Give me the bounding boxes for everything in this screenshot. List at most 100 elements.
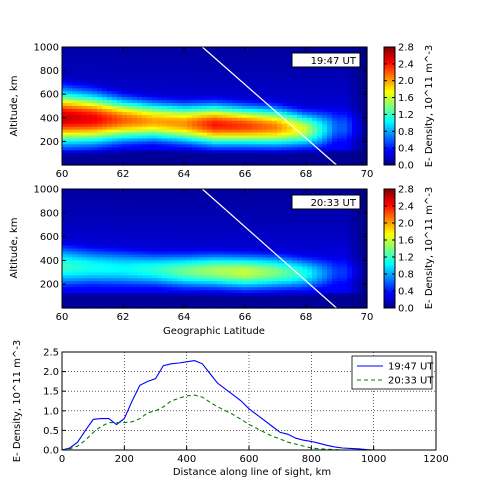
heatmap-cell bbox=[322, 272, 328, 276]
heatmap-cell bbox=[347, 82, 353, 86]
heatmap-cell bbox=[317, 233, 323, 238]
heatmap-cell bbox=[237, 221, 243, 226]
heatmap-cell bbox=[127, 263, 133, 267]
heatmap-cell bbox=[122, 245, 128, 250]
heatmap-cell bbox=[252, 103, 258, 107]
heatmap-cell bbox=[217, 100, 223, 104]
heatmap-cell bbox=[362, 126, 368, 131]
heatmap-cell bbox=[232, 162, 238, 166]
heatmap-cell bbox=[197, 123, 203, 128]
heatmap-cell bbox=[192, 200, 198, 205]
heatmap-cell bbox=[342, 302, 348, 306]
heatmap-cell bbox=[197, 290, 203, 294]
heatmap-cell bbox=[207, 275, 213, 279]
heatmap-cell bbox=[222, 129, 228, 134]
heatmap-cell bbox=[152, 230, 158, 235]
colorbar-step bbox=[384, 92, 395, 95]
heatmap-cell bbox=[292, 156, 298, 160]
heatmap-cell bbox=[227, 260, 233, 264]
heatmap-cell bbox=[277, 117, 283, 122]
heatmap-cell bbox=[327, 221, 333, 226]
heatmap-cell bbox=[162, 248, 168, 253]
heatmap-cell bbox=[62, 111, 68, 116]
heatmap-cell bbox=[82, 162, 88, 166]
heatmap-cell bbox=[202, 85, 208, 89]
heatmap-cell bbox=[122, 55, 128, 60]
heatmap-cell bbox=[302, 221, 308, 226]
heatmap-cell bbox=[87, 296, 93, 300]
heatmap-cell bbox=[202, 52, 208, 57]
heatmap-cell bbox=[167, 203, 173, 208]
heatmap-cell bbox=[62, 200, 68, 205]
heatmap-cell bbox=[77, 47, 83, 51]
heatmap-cell bbox=[272, 79, 278, 83]
heatmap-cell bbox=[117, 159, 123, 163]
heatmap-cell bbox=[232, 61, 238, 66]
heatmap-cell bbox=[62, 224, 68, 229]
heatmap-cell bbox=[87, 70, 93, 75]
heatmap-cell bbox=[317, 100, 323, 104]
heatmap-cell bbox=[332, 221, 338, 226]
heatmap-cell bbox=[237, 141, 243, 145]
heatmap-cell bbox=[112, 153, 118, 157]
heatmap-cell bbox=[137, 156, 143, 160]
heatmap-cell bbox=[222, 197, 228, 202]
heatmap-cell bbox=[92, 209, 98, 214]
heatmap-cell bbox=[237, 218, 243, 223]
heatmap-cell bbox=[172, 296, 178, 300]
heatmap-cell bbox=[152, 111, 158, 116]
heatmap-cell bbox=[312, 162, 318, 166]
heatmap-cell bbox=[212, 275, 218, 279]
heatmap-cell bbox=[222, 221, 228, 226]
heatmap-cell bbox=[137, 197, 143, 202]
heatmap-cell bbox=[127, 162, 133, 166]
heatmap-cell bbox=[237, 67, 243, 72]
heatmap-cell bbox=[112, 278, 118, 282]
heatmap-cell bbox=[77, 97, 83, 101]
heatmap-cell bbox=[72, 206, 78, 211]
heatmap-cell bbox=[147, 49, 153, 54]
heatmap-cell bbox=[137, 144, 143, 148]
heatmap-cell bbox=[172, 120, 178, 125]
heatmap-cell bbox=[297, 233, 303, 238]
heatmap-cell bbox=[112, 144, 118, 148]
heatmap-cell bbox=[142, 203, 148, 208]
heatmap-cell bbox=[347, 76, 353, 81]
heatmap-cell bbox=[182, 284, 188, 288]
colorbar-step bbox=[384, 151, 395, 154]
heatmap-cell bbox=[197, 189, 203, 193]
heatmap-cell bbox=[177, 269, 183, 273]
heatmap-cell bbox=[302, 153, 308, 157]
heatmap-cell bbox=[107, 144, 113, 148]
heatmap-cell bbox=[107, 200, 113, 205]
heatmap-cell bbox=[357, 97, 363, 101]
heatmap-cell bbox=[172, 233, 178, 238]
heatmap-cell bbox=[157, 111, 163, 116]
heatmap-cell bbox=[327, 233, 333, 238]
heatmap-cell bbox=[112, 162, 118, 166]
heatmap-cell bbox=[217, 117, 223, 122]
heatmap-cell bbox=[247, 218, 253, 223]
heatmap-cell bbox=[282, 85, 288, 89]
heatmap-cell bbox=[242, 126, 248, 131]
heatmap-cell bbox=[127, 281, 133, 285]
heatmap-cell bbox=[162, 305, 168, 309]
heatmap-cell bbox=[342, 150, 348, 154]
heatmap-cell bbox=[137, 215, 143, 220]
heatmap-cell bbox=[267, 233, 273, 238]
heatmap-cell bbox=[322, 221, 328, 226]
heatmap-cell bbox=[282, 123, 288, 128]
heatmap-cell bbox=[307, 47, 313, 51]
heatmap-cell bbox=[282, 290, 288, 294]
heatmap-cell bbox=[157, 221, 163, 226]
heatmap-cell bbox=[297, 278, 303, 282]
heatmap-cell bbox=[97, 239, 103, 244]
heatmap-cell bbox=[122, 106, 128, 110]
heatmap-cell bbox=[212, 254, 218, 259]
heatmap-cell bbox=[157, 103, 163, 107]
heatmap-cell bbox=[307, 236, 313, 241]
heatmap-cell bbox=[112, 212, 118, 217]
heatmap-cell bbox=[67, 103, 73, 107]
heatmap-cell bbox=[347, 144, 353, 148]
heatmap-cell bbox=[337, 269, 343, 273]
